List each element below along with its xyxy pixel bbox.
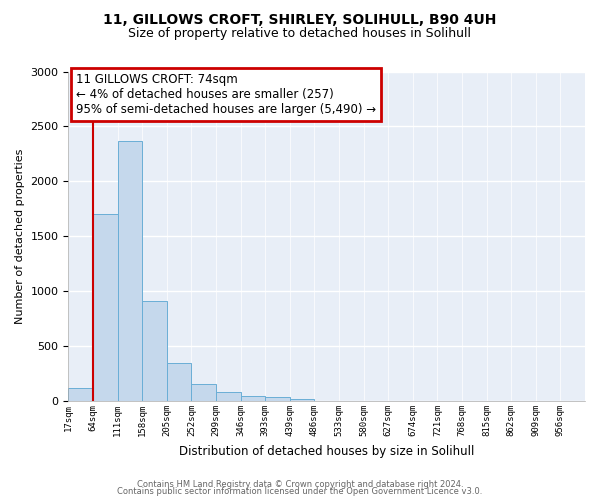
- Bar: [265, 398, 290, 401]
- Bar: [142, 301, 167, 401]
- Bar: [191, 384, 216, 401]
- Text: Contains public sector information licensed under the Open Government Licence v3: Contains public sector information licen…: [118, 488, 482, 496]
- Bar: [167, 363, 191, 401]
- Text: 11 GILLOWS CROFT: 74sqm
← 4% of detached houses are smaller (257)
95% of semi-de: 11 GILLOWS CROFT: 74sqm ← 4% of detached…: [76, 73, 376, 116]
- Bar: [68, 388, 93, 401]
- Bar: [216, 392, 241, 401]
- X-axis label: Distribution of detached houses by size in Solihull: Distribution of detached houses by size …: [179, 444, 475, 458]
- Text: Size of property relative to detached houses in Solihull: Size of property relative to detached ho…: [128, 28, 472, 40]
- Bar: [241, 396, 265, 401]
- Y-axis label: Number of detached properties: Number of detached properties: [15, 148, 25, 324]
- Bar: [93, 214, 118, 401]
- Text: 11, GILLOWS CROFT, SHIRLEY, SOLIHULL, B90 4UH: 11, GILLOWS CROFT, SHIRLEY, SOLIHULL, B9…: [103, 12, 497, 26]
- Text: Contains HM Land Registry data © Crown copyright and database right 2024.: Contains HM Land Registry data © Crown c…: [137, 480, 463, 489]
- Bar: [290, 399, 314, 401]
- Bar: [118, 140, 142, 401]
